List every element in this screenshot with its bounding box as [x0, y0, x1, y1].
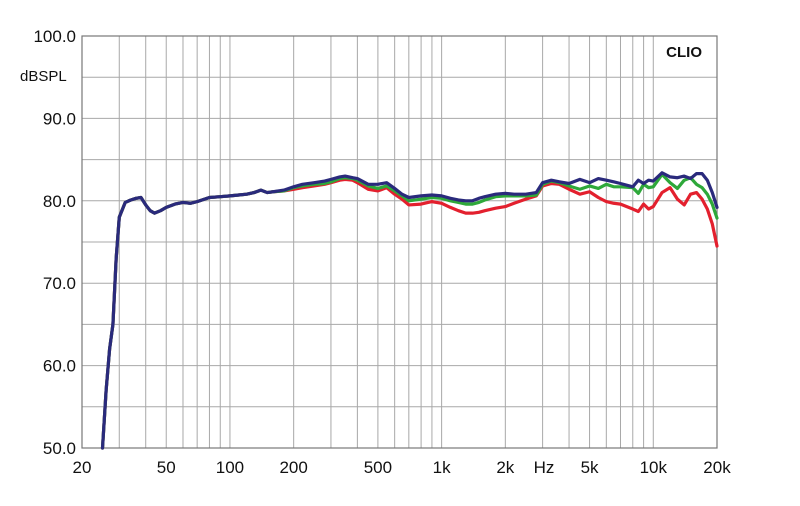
x-tick-label: 2k [496, 458, 514, 477]
x-tick-label: 500 [364, 458, 392, 477]
x-tick-labels: 20 50 100 200 500 1k 2k 5k 10k 20k [73, 458, 732, 477]
x-tick-label: 5k [581, 458, 599, 477]
x-tick-label: 20 [73, 458, 92, 477]
y-axis-label: dBSPL [20, 68, 67, 85]
x-tick-label: 10k [640, 458, 668, 477]
brand-label: CLIO [666, 44, 702, 61]
series-line-3 [100, 171, 719, 450]
x-axis-label: Hz [534, 458, 555, 477]
x-tick-label: 200 [279, 458, 307, 477]
x-tick-label: 100 [216, 458, 244, 477]
y-tick-label: 70.0 [43, 274, 76, 293]
x-tick-label: 1k [433, 458, 451, 477]
grid [82, 36, 717, 448]
y-tick-label: 50.0 [43, 439, 76, 458]
x-tick-label: 20k [703, 458, 731, 477]
y-tick-label: 60.0 [43, 357, 76, 376]
series-layer [100, 171, 719, 450]
y-tick-label: 100.0 [33, 27, 76, 46]
y-tick-label: 80.0 [43, 192, 76, 211]
x-tick-label: 50 [157, 458, 176, 477]
y-tick-label: 90.0 [43, 109, 76, 128]
y-tick-labels: 100.0 90.0 80.0 70.0 60.0 50.0 [33, 27, 76, 458]
